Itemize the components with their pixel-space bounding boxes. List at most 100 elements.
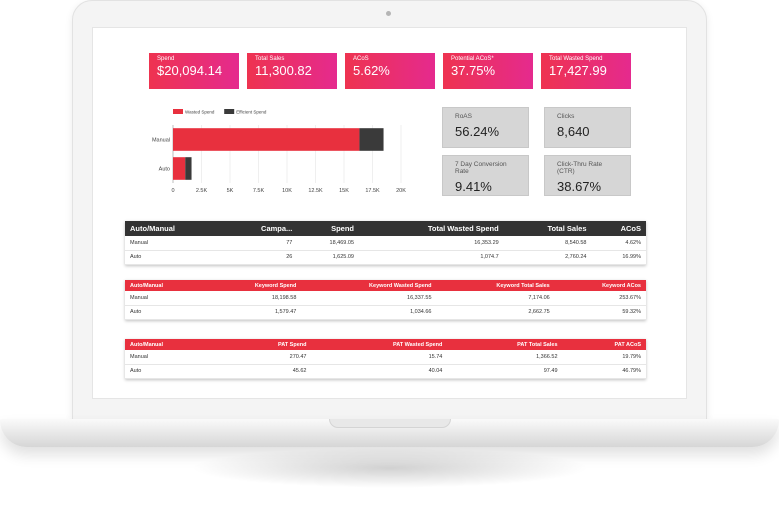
x-tick-label: 10K xyxy=(282,188,292,194)
x-tick-label: 2.5K xyxy=(196,188,208,194)
tile-value: 9.41% xyxy=(455,179,492,194)
table-cell: 18,469.05 xyxy=(297,236,359,251)
metric-tiles: RoAS 56.24% Clicks 8,640 7 Day Conversio… xyxy=(442,107,632,196)
table-cell: 15.74 xyxy=(311,350,448,365)
table-cell: 19.79% xyxy=(562,350,646,365)
campaign-summary-table: Auto/Manual Campa... Spend Total Wasted … xyxy=(125,221,646,265)
pat-table: Auto/Manual PAT Spend PAT Wasted Spend P… xyxy=(125,339,646,379)
column-header[interactable]: Auto/Manual xyxy=(130,224,175,233)
column-header[interactable]: Keyword ACos xyxy=(602,282,641,289)
x-tick-label: 15K xyxy=(339,188,349,194)
tile-label: 7 Day Conversion Rate xyxy=(455,161,507,175)
x-tick-label: 5K xyxy=(227,188,234,194)
category-label: Manual xyxy=(152,138,170,144)
table-cell: Manual xyxy=(125,350,224,365)
column-header[interactable]: Auto/Manual xyxy=(130,282,163,289)
column-header[interactable]: Total Wasted Spend xyxy=(427,224,499,233)
tile-label: RoAS xyxy=(455,113,472,120)
tile-label: Clicks xyxy=(557,113,575,120)
spend-bar-chart: 0 2.5K 5K 7.5K 10K 12.5K 15K 17.5K 20K Manual Auto… xyxy=(143,103,413,198)
table-row[interactable]: Manual 77 18,469.05 16,353.29 8,540.58 4… xyxy=(125,236,646,251)
kpi-label: Potential ACoS* xyxy=(451,56,494,62)
bar-segment xyxy=(359,128,384,151)
table-row[interactable]: Auto 1,579.47 1,034.66 2,662.75 59.32% xyxy=(125,305,646,320)
table-header-row: Auto/Manual PAT Spend PAT Wasted Spend P… xyxy=(125,339,646,350)
table-cell: 46.79% xyxy=(562,364,646,379)
table-row[interactable]: Auto 26 1,625.09 1,074.7 2,760.24 16.99% xyxy=(125,250,646,265)
table-cell: 8,540.58 xyxy=(503,236,592,251)
kpi-label: ACoS xyxy=(353,56,369,62)
column-header[interactable]: ACoS xyxy=(620,224,641,233)
column-header[interactable]: Campa... xyxy=(261,224,293,233)
table-cell: 7,174.06 xyxy=(436,291,555,306)
column-header[interactable]: Spend xyxy=(331,224,354,233)
table-cell: 45.62 xyxy=(223,364,312,379)
table-cell: Manual xyxy=(125,236,224,251)
legend-swatch xyxy=(173,109,183,114)
kpi-card-total-sales[interactable]: Total Sales 11,300.82 xyxy=(247,53,337,89)
tile-value: 38.67% xyxy=(557,179,602,194)
table-cell: 16.99% xyxy=(591,250,646,265)
table-cell: 16,353.29 xyxy=(359,236,504,251)
tile-clicks[interactable]: Clicks 8,640 xyxy=(544,107,631,148)
tile-ctr[interactable]: Click-Thru Rate (CTR) 38.67% xyxy=(544,155,631,196)
table-row[interactable]: Manual 18,198.58 16,337.55 7,174.06 253.… xyxy=(125,291,646,306)
table-cell: 1,366.52 xyxy=(447,350,563,365)
camera-dot xyxy=(386,11,391,16)
table-cell: 59.32% xyxy=(554,305,646,320)
kpi-value: 37.75% xyxy=(451,63,496,78)
table-header-row: Auto/Manual Campa... Spend Total Wasted … xyxy=(125,221,646,236)
kpi-value: 5.62% xyxy=(353,63,390,78)
kpi-label: Total Sales xyxy=(255,56,285,62)
kpi-card-potential-acos[interactable]: Potential ACoS* 37.75% xyxy=(443,53,533,89)
table-cell: 2,662.75 xyxy=(436,305,555,320)
bar-segment xyxy=(173,128,360,151)
x-tick-label: 20K xyxy=(396,188,406,194)
legend-label: Wasted Spend xyxy=(185,110,215,115)
table-cell: 270.47 xyxy=(223,350,312,365)
table-cell: Auto xyxy=(125,364,224,379)
x-tick-label: 0 xyxy=(171,188,174,194)
column-header[interactable]: PAT Spend xyxy=(277,341,307,348)
column-header[interactable]: Keyword Total Sales xyxy=(496,282,550,289)
table-cell: 4.62% xyxy=(591,236,646,251)
table-row[interactable]: Manual 270.47 15.74 1,366.52 19.79% xyxy=(125,350,646,365)
kpi-card-spend[interactable]: Spend $20,094.14 xyxy=(149,53,239,89)
dashboard-screen: Spend $20,094.14 Total Sales 11,300.82 A… xyxy=(92,27,687,399)
legend-label: Efficient Spend xyxy=(236,110,267,115)
kpi-row: Spend $20,094.14 Total Sales 11,300.82 A… xyxy=(149,53,631,89)
table-row[interactable]: Auto 45.62 40.04 97.49 46.79% xyxy=(125,364,646,379)
table-cell: 1,074.7 xyxy=(359,250,504,265)
table-cell: 1,034.66 xyxy=(301,305,437,320)
table-cell: 253.67% xyxy=(554,291,646,306)
column-header[interactable]: PAT ACoS xyxy=(614,341,641,348)
table-cell: 2,760.24 xyxy=(503,250,592,265)
table-cell: Auto xyxy=(125,250,224,265)
kpi-card-total-wasted-spend[interactable]: Total Wasted Spend 17,427.99 xyxy=(541,53,631,89)
table-cell: 1,625.09 xyxy=(297,250,359,265)
table-cell: Manual xyxy=(125,291,206,306)
column-header[interactable]: PAT Wasted Spend xyxy=(392,341,443,348)
kpi-label: Spend xyxy=(157,56,175,62)
table-cell: Auto xyxy=(125,305,206,320)
legend-swatch xyxy=(224,109,235,114)
column-header[interactable]: Keyword Wasted Spend xyxy=(369,282,432,289)
kpi-card-acos[interactable]: ACoS 5.62% xyxy=(345,53,435,89)
kpi-value: 11,300.82 xyxy=(255,63,312,78)
tile-conversion-rate[interactable]: 7 Day Conversion Rate 9.41% xyxy=(442,155,529,196)
column-header[interactable]: PAT Total Sales xyxy=(517,341,558,348)
column-header[interactable]: Auto/Manual xyxy=(130,341,163,348)
column-header[interactable]: Total Sales xyxy=(547,224,587,233)
x-tick-label: 12.5K xyxy=(308,188,323,194)
kpi-value: $20,094.14 xyxy=(157,63,223,78)
x-tick-label: 7.5K xyxy=(253,188,265,194)
laptop-shadow xyxy=(190,448,590,488)
tile-roas[interactable]: RoAS 56.24% xyxy=(442,107,529,148)
table-cell: 77 xyxy=(223,236,298,251)
table-cell: 97.49 xyxy=(447,364,563,379)
column-header[interactable]: Keyword Spend xyxy=(254,282,297,289)
keyword-table: Auto/Manual Keyword Spend Keyword Wasted… xyxy=(125,280,646,320)
tile-label: Click-Thru Rate (CTR) xyxy=(557,161,603,175)
chart-svg: 0 2.5K 5K 7.5K 10K 12.5K 15K 17.5K 20K Manual Auto… xyxy=(152,109,406,194)
